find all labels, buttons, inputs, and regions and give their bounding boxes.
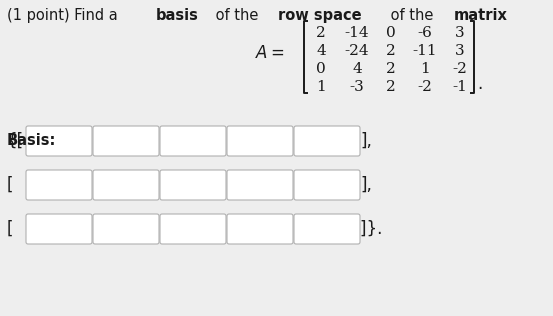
Text: 2: 2 (386, 44, 396, 58)
FancyBboxPatch shape (26, 126, 92, 156)
Text: 3: 3 (455, 44, 465, 58)
FancyBboxPatch shape (160, 126, 226, 156)
Text: 2: 2 (386, 80, 396, 94)
Text: {[: {[ (7, 132, 24, 150)
Text: (1 point) Find a: (1 point) Find a (7, 8, 122, 23)
FancyBboxPatch shape (26, 170, 92, 200)
Text: ]}.: ]}. (360, 220, 388, 238)
Text: -1: -1 (452, 80, 467, 94)
FancyBboxPatch shape (93, 126, 159, 156)
Text: -3: -3 (349, 80, 364, 94)
Text: matrix: matrix (453, 8, 507, 23)
Text: 1: 1 (420, 62, 430, 76)
Text: of the: of the (211, 8, 263, 23)
FancyBboxPatch shape (160, 214, 226, 244)
Text: row space: row space (278, 8, 362, 23)
FancyBboxPatch shape (26, 214, 92, 244)
Text: -6: -6 (418, 26, 432, 40)
Text: -2: -2 (452, 62, 467, 76)
Text: Basis:: Basis: (7, 133, 56, 148)
Text: 3: 3 (455, 26, 465, 40)
FancyBboxPatch shape (227, 126, 293, 156)
FancyBboxPatch shape (227, 214, 293, 244)
Text: $A =$: $A =$ (255, 44, 285, 62)
Text: -24: -24 (345, 44, 369, 58)
FancyBboxPatch shape (294, 126, 360, 156)
Text: 2: 2 (386, 62, 396, 76)
Text: -14: -14 (345, 26, 369, 40)
Text: -2: -2 (418, 80, 432, 94)
Text: .: . (477, 75, 482, 93)
Text: [: [ (7, 220, 13, 238)
FancyBboxPatch shape (93, 170, 159, 200)
FancyBboxPatch shape (160, 170, 226, 200)
Text: ],: ], (360, 176, 372, 194)
Text: [: [ (7, 176, 13, 194)
Text: of the: of the (386, 8, 438, 23)
FancyBboxPatch shape (93, 214, 159, 244)
FancyBboxPatch shape (294, 170, 360, 200)
Text: basis: basis (156, 8, 199, 23)
Text: 4: 4 (352, 62, 362, 76)
Text: 4: 4 (316, 44, 326, 58)
FancyBboxPatch shape (294, 214, 360, 244)
Text: 2: 2 (316, 26, 326, 40)
FancyBboxPatch shape (227, 170, 293, 200)
Text: 1: 1 (316, 80, 326, 94)
Text: -11: -11 (413, 44, 437, 58)
Text: ],: ], (360, 132, 372, 150)
Text: 0: 0 (386, 26, 396, 40)
Text: 0: 0 (316, 62, 326, 76)
